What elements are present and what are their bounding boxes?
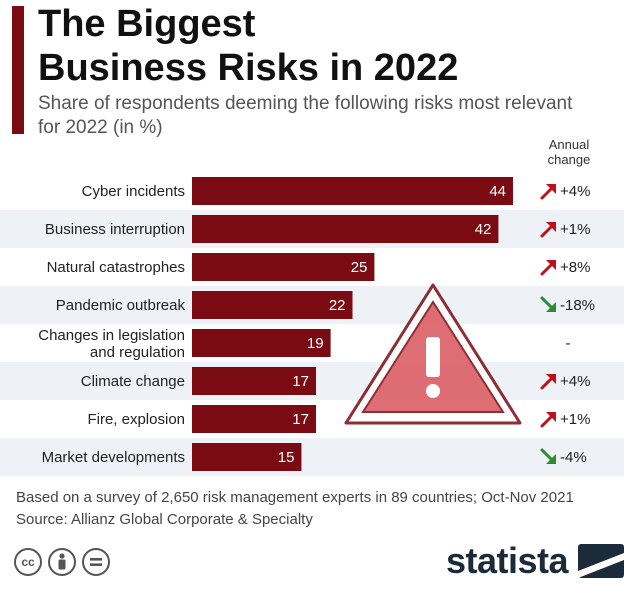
down-arrow-icon <box>540 296 556 312</box>
down-arrow-icon <box>540 448 556 464</box>
bar <box>192 291 353 319</box>
annual-change-value: +1% <box>560 221 590 238</box>
bar-value-label: 17 <box>292 373 309 390</box>
survey-note: Based on a survey of 2,650 risk manageme… <box>16 489 574 506</box>
category-label-line: and regulation <box>90 344 185 361</box>
bar-value-label: 42 <box>475 221 492 238</box>
footnote: Based on a survey of 2,650 risk manageme… <box>16 487 574 531</box>
bar <box>192 215 499 243</box>
category-label-line: Changes in legislation <box>38 327 185 344</box>
annual-change-value: +8% <box>560 259 590 276</box>
category-label: Climate change <box>81 373 185 390</box>
up-arrow-icon <box>540 260 556 276</box>
bar-value-label: 15 <box>278 449 295 466</box>
category-label: Cyber incidents <box>82 183 185 200</box>
row-band <box>0 438 624 476</box>
category-label: Changes in legislation and regulation <box>38 327 185 361</box>
annual-change-value: - <box>566 335 571 352</box>
down-arrow-head <box>546 454 556 464</box>
title-accent-bar <box>12 6 24 134</box>
bar <box>192 443 302 471</box>
annual-change-value: -4% <box>560 449 587 466</box>
annual-change-value: +4% <box>560 373 590 390</box>
bar-value-label: 44 <box>489 183 506 200</box>
category-label: Pandemic outbreak <box>56 297 186 314</box>
annual-change-value: +1% <box>560 411 590 428</box>
title-line-1: The Biggest <box>38 3 256 45</box>
up-arrow-icon <box>540 222 556 238</box>
bar <box>192 177 513 205</box>
statista-logo-icon <box>578 544 624 578</box>
category-label-line: Business interruption <box>45 221 185 238</box>
up-arrow-head <box>546 260 556 270</box>
brand-name: statista <box>446 540 569 581</box>
up-arrow-icon <box>540 412 556 428</box>
warning-icon <box>344 283 522 425</box>
bar <box>192 329 331 357</box>
chart-subtitle: Share of respondents deeming the followi… <box>38 93 573 138</box>
category-label-line: Natural catastrophes <box>47 259 185 276</box>
bar <box>192 253 375 281</box>
category-label-line: Market developments <box>42 449 185 466</box>
annual-change-header: Annual change <box>547 137 591 167</box>
bar <box>192 367 317 395</box>
category-label-line: Climate change <box>81 373 185 390</box>
up-arrow-icon <box>540 374 556 390</box>
bar-value-label: 19 <box>307 335 324 352</box>
bar-value-label: 25 <box>351 259 368 276</box>
category-label-line: Pandemic outbreak <box>56 297 186 314</box>
creative-commons-icon[interactable]: cc <box>14 548 42 576</box>
title-line-2: Business Risks in 2022 <box>38 47 459 89</box>
category-label: Natural catastrophes <box>47 259 185 276</box>
no-derivatives-icon[interactable] <box>82 548 110 576</box>
up-arrow-icon <box>540 184 556 200</box>
bar <box>192 405 317 433</box>
bar-value-label: 22 <box>329 297 346 314</box>
bar-value-label: 17 <box>292 411 309 428</box>
category-label: Fire, explosion <box>87 411 185 428</box>
up-arrow-head <box>546 222 556 232</box>
category-label-line: Cyber incidents <box>82 183 185 200</box>
brand[interactable]: statista <box>446 540 624 582</box>
warning-dot <box>426 384 440 398</box>
annual-change-value: +4% <box>560 183 590 200</box>
category-label: Market developments <box>42 449 185 466</box>
up-arrow-head <box>546 412 556 422</box>
warning-mark <box>426 337 440 377</box>
license-icons: cc <box>14 548 110 576</box>
annual-change-value: -18% <box>560 297 595 314</box>
chart-title: The Biggest Business Risks in 2022 <box>38 2 458 90</box>
up-arrow-head <box>546 374 556 384</box>
down-arrow-head <box>546 302 556 312</box>
attribution-icon[interactable] <box>48 548 76 576</box>
up-arrow-head <box>546 184 556 194</box>
category-label: Business interruption <box>45 221 185 238</box>
source-note: Source: Allianz Global Corporate & Speci… <box>16 511 313 528</box>
category-label-line: Fire, explosion <box>87 411 185 428</box>
